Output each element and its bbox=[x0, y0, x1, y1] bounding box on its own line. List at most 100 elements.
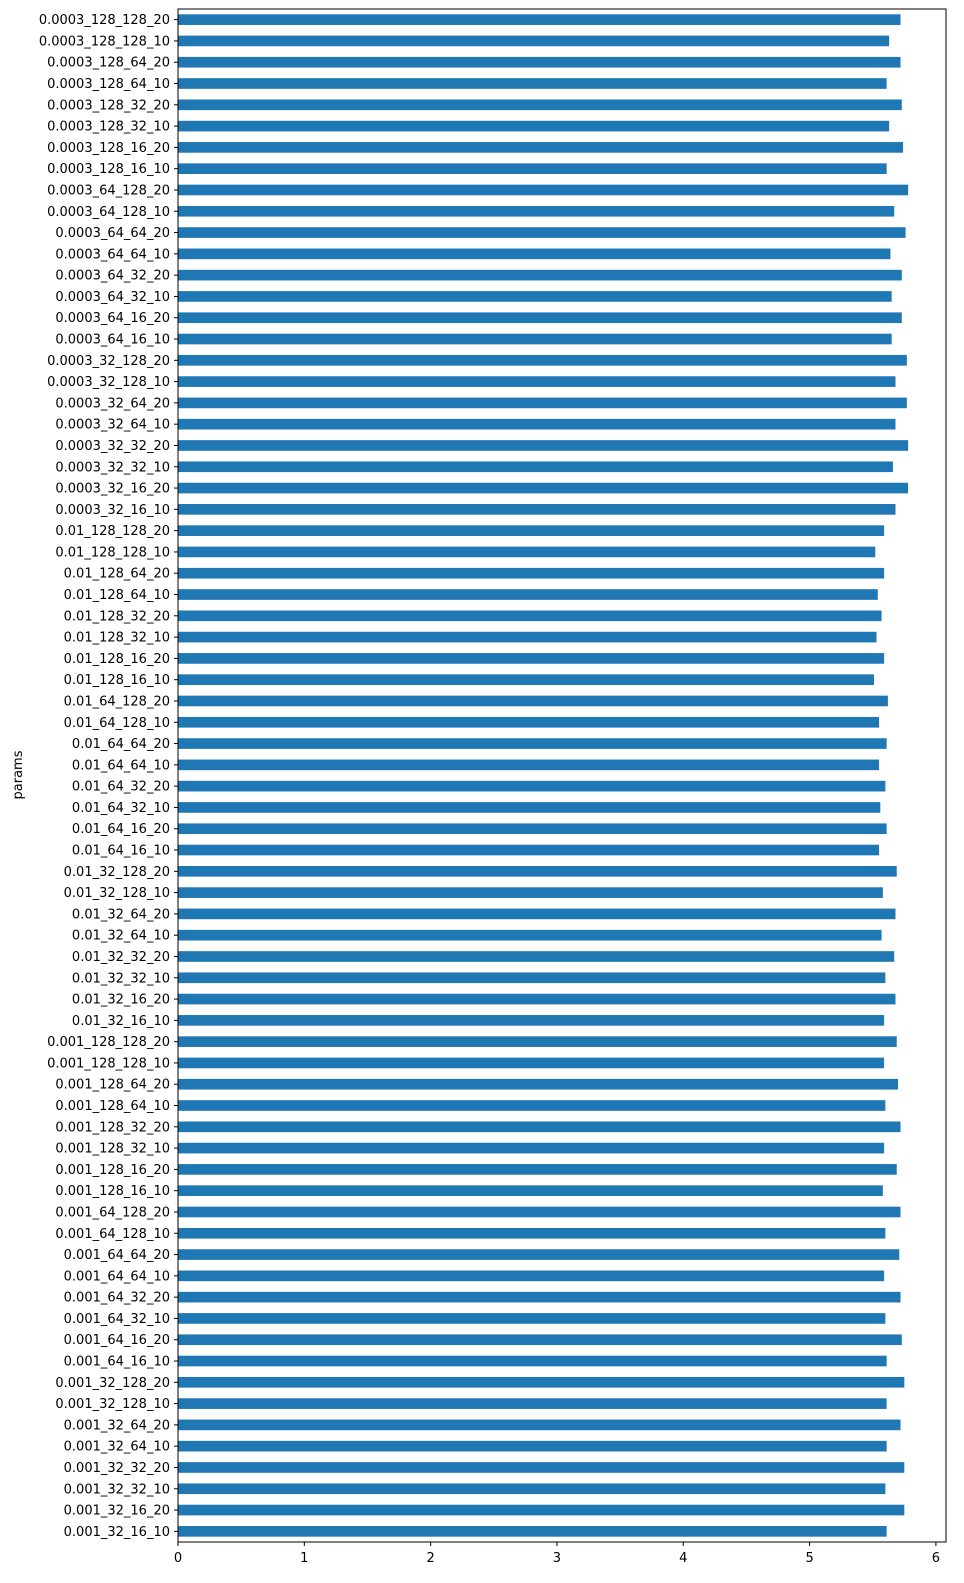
y-tick-label: 0.01_32_64_10 bbox=[72, 929, 170, 944]
bar bbox=[178, 780, 886, 792]
y-tick-label: 0.0003_64_64_10 bbox=[55, 247, 170, 262]
y-tick-label: 0.001_128_32_10 bbox=[55, 1142, 170, 1157]
bar bbox=[178, 951, 895, 962]
y-tick-label: 0.01_128_64_10 bbox=[64, 588, 170, 603]
bar bbox=[178, 142, 904, 153]
y-tick-label: 0.001_128_128_10 bbox=[47, 1056, 170, 1071]
bar bbox=[178, 1483, 886, 1495]
y-tick-label: 0.001_128_16_20 bbox=[55, 1163, 170, 1178]
y-tick-label: 0.001_32_128_10 bbox=[55, 1397, 170, 1412]
bar bbox=[178, 972, 886, 984]
bar bbox=[178, 14, 901, 25]
y-tick-label: 0.0003_128_64_10 bbox=[47, 77, 170, 92]
bar bbox=[178, 844, 880, 856]
y-tick-label: 0.0003_32_64_20 bbox=[55, 396, 170, 411]
y-tick-label: 0.001_128_32_20 bbox=[55, 1120, 170, 1135]
bar bbox=[178, 78, 887, 89]
x-tick-label: 6 bbox=[932, 1551, 940, 1566]
y-tick-label: 0.001_128_64_20 bbox=[55, 1078, 170, 1093]
bar bbox=[178, 35, 890, 47]
y-tick-label: 0.01_128_64_20 bbox=[64, 567, 170, 582]
x-tick-label: 3 bbox=[553, 1551, 561, 1566]
bar bbox=[178, 1100, 886, 1111]
bar bbox=[178, 610, 882, 622]
bar bbox=[178, 1504, 905, 1516]
y-tick-label: 0.0003_64_128_20 bbox=[47, 183, 170, 198]
y-tick-label: 0.01_64_64_10 bbox=[72, 758, 170, 773]
y-tick-label: 0.01_128_128_20 bbox=[55, 524, 170, 539]
y-tick-label: 0.0003_128_16_20 bbox=[47, 141, 170, 156]
bar bbox=[178, 802, 881, 813]
y-tick-label: 0.001_32_64_20 bbox=[64, 1418, 170, 1433]
y-tick-label: 0.0003_64_128_10 bbox=[47, 205, 170, 220]
y-tick-label: 0.001_32_64_10 bbox=[64, 1440, 170, 1455]
bar bbox=[178, 823, 887, 835]
bar bbox=[178, 99, 902, 111]
bar bbox=[178, 227, 906, 238]
y-tick-label: 0.01_64_32_20 bbox=[72, 780, 170, 795]
y-tick-label: 0.001_32_16_20 bbox=[64, 1504, 170, 1519]
x-tick-label: 1 bbox=[300, 1551, 308, 1566]
bar bbox=[178, 397, 907, 409]
y-tick-label: 0.01_32_128_20 bbox=[64, 865, 170, 880]
bar bbox=[178, 1313, 886, 1324]
bar bbox=[178, 1355, 887, 1367]
bar bbox=[178, 1227, 886, 1239]
x-tick-label: 4 bbox=[679, 1551, 687, 1566]
bar bbox=[178, 1398, 887, 1409]
y-tick-label: 0.01_32_32_20 bbox=[72, 950, 170, 965]
y-tick-label: 0.01_128_32_10 bbox=[64, 631, 170, 646]
bar bbox=[178, 1078, 898, 1090]
y-tick-label: 0.01_64_16_10 bbox=[72, 844, 170, 859]
bar bbox=[178, 993, 896, 1005]
bar bbox=[178, 376, 896, 387]
y-tick-label: 0.0003_128_128_10 bbox=[39, 34, 170, 49]
y-tick-label: 0.01_32_64_20 bbox=[72, 907, 170, 922]
x-tick-label: 5 bbox=[805, 1551, 813, 1566]
bar bbox=[178, 546, 876, 558]
bar bbox=[178, 163, 887, 175]
bar bbox=[178, 418, 896, 430]
bar bbox=[178, 716, 880, 728]
bar bbox=[178, 1121, 901, 1133]
y-tick-label: 0.001_64_32_20 bbox=[64, 1291, 170, 1306]
bar bbox=[178, 1334, 902, 1346]
bar bbox=[178, 248, 891, 260]
bar bbox=[178, 929, 882, 941]
y-tick-label: 0.0003_64_16_10 bbox=[55, 333, 170, 348]
y-tick-label: 0.01_32_16_10 bbox=[72, 1014, 170, 1029]
y-tick-label: 0.001_32_32_10 bbox=[64, 1482, 170, 1497]
y-tick-label: 0.01_32_128_10 bbox=[64, 886, 170, 901]
y-tick-label: 0.001_64_64_20 bbox=[64, 1248, 170, 1263]
y-tick-label: 0.01_64_16_20 bbox=[72, 822, 170, 837]
y-tick-label: 0.0003_128_64_20 bbox=[47, 56, 170, 71]
bar bbox=[178, 354, 907, 366]
y-tick-label: 0.01_32_32_10 bbox=[72, 971, 170, 986]
y-tick-label: 0.0003_64_64_20 bbox=[55, 226, 170, 241]
bar bbox=[178, 525, 885, 536]
y-tick-label: 0.01_64_128_10 bbox=[64, 716, 170, 731]
bar bbox=[178, 567, 885, 579]
bar bbox=[178, 205, 895, 217]
y-tick-label: 0.0003_32_64_10 bbox=[55, 418, 170, 433]
bar bbox=[178, 631, 877, 643]
bar bbox=[178, 482, 909, 494]
bar bbox=[178, 1142, 885, 1154]
bar bbox=[178, 461, 893, 473]
y-tick-label: 0.001_64_32_10 bbox=[64, 1312, 170, 1327]
y-tick-label: 0.0003_64_32_10 bbox=[55, 290, 170, 305]
bar bbox=[178, 269, 902, 281]
bar bbox=[178, 1270, 885, 1282]
bar bbox=[178, 184, 909, 196]
plot-frame bbox=[177, 8, 947, 1543]
y-tick-label: 0.01_128_16_10 bbox=[64, 673, 170, 688]
y-tick-label: 0.001_32_32_20 bbox=[64, 1461, 170, 1476]
bar bbox=[178, 738, 887, 749]
bar bbox=[178, 1036, 897, 1047]
bar bbox=[178, 1206, 901, 1218]
x-tick-label: 2 bbox=[426, 1551, 434, 1566]
bar bbox=[178, 1057, 885, 1069]
bar bbox=[178, 333, 892, 345]
y-axis-label: params bbox=[11, 750, 26, 799]
